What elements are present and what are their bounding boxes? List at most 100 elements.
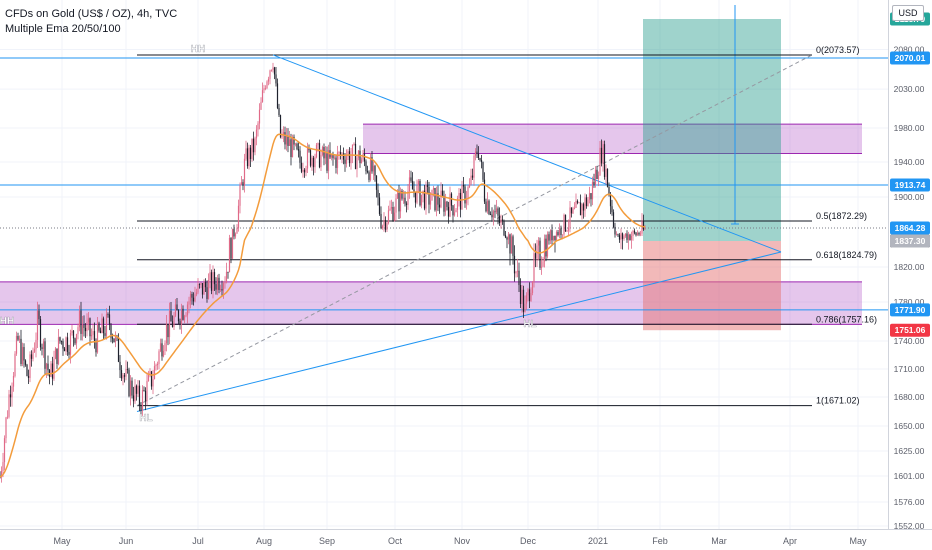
candle-body: [192, 297, 195, 302]
candle-body: [399, 190, 402, 212]
candle-body: [558, 228, 561, 236]
candle-body: [0, 470, 3, 478]
candle-body: [300, 162, 303, 172]
candle-body: [509, 234, 511, 254]
candle-body: [216, 277, 219, 290]
candle-body: [549, 230, 552, 241]
candle-body: [353, 143, 355, 145]
candle-body: [141, 389, 144, 411]
candle-body: [327, 150, 330, 171]
candle-body: [80, 310, 82, 334]
candle-body: [491, 214, 493, 218]
candle-body: [15, 335, 18, 354]
candle-body: [602, 144, 604, 164]
candle-body: [401, 190, 403, 199]
fib-level-label: 0(2073.57): [816, 45, 860, 55]
candle-body: [165, 324, 168, 344]
candle-body: [339, 152, 342, 156]
long-position-tool[interactable]: [643, 5, 781, 331]
y-tick-label: 1576.00: [894, 497, 925, 507]
candle-body: [621, 233, 624, 239]
candle-body: [140, 405, 142, 411]
candle-body: [587, 199, 589, 207]
price-badge: [890, 178, 930, 192]
candle-body: [414, 191, 417, 203]
candle-body: [375, 175, 378, 190]
price-badge-label: 1837.30: [895, 236, 926, 246]
indicator-label[interactable]: Multiple Ema 20/50/100: [5, 23, 121, 35]
candle-body: [242, 182, 244, 186]
candle-body: [552, 235, 555, 241]
candle-body: [510, 236, 513, 254]
candle-body: [212, 272, 214, 291]
candle-body: [210, 272, 213, 291]
price-axis[interactable]: 2080.00 2030.00 1980.00 1940.00 1900.00 1820.…: [888, 0, 932, 550]
candle-body: [498, 215, 501, 223]
candle-body: [237, 205, 240, 229]
candle-body: [260, 101, 262, 110]
candle-body: [35, 339, 37, 350]
candle-body: [362, 154, 364, 160]
candle-body: [17, 335, 19, 340]
candle-body: [264, 88, 267, 89]
y-tick-label: 2030.00: [894, 84, 925, 94]
candle-body: [575, 200, 577, 208]
candle-body: [261, 90, 264, 102]
candle-body: [155, 365, 157, 367]
candle-body: [356, 157, 358, 170]
currency-label[interactable]: USD: [892, 5, 924, 21]
fib-level-label: 1(1671.02): [816, 396, 860, 406]
candle-body: [158, 351, 160, 364]
candle-body: [398, 192, 400, 212]
stop-zone: [643, 241, 781, 331]
candle-body: [611, 206, 613, 213]
candle-body: [480, 160, 483, 163]
candle-body: [326, 152, 328, 171]
candle-body: [63, 348, 66, 352]
trend-lines: [136, 54, 813, 412]
candle-body: [387, 210, 390, 223]
candle-body: [638, 233, 640, 235]
candle-body: [309, 150, 312, 166]
candle-body: [486, 200, 489, 212]
candle-body: [588, 193, 591, 200]
y-tick-label: 1780.00: [894, 297, 925, 307]
time-axis[interactable]: May Jun Jul Aug Sep Oct Nov Dec 2021 Feb Mar Apr May: [0, 529, 932, 547]
candle-body: [249, 147, 252, 160]
x-tick-label: Nov: [454, 536, 471, 546]
candle-body: [533, 253, 535, 283]
candle-body: [438, 204, 441, 208]
candle-body: [606, 168, 609, 187]
candle-body: [495, 208, 498, 213]
candle-body: [350, 155, 352, 164]
candle-body: [255, 129, 258, 139]
candle-body: [408, 177, 411, 192]
y-tick-label: 1900.00: [894, 192, 925, 202]
candle-body: [287, 135, 289, 146]
candle-body: [573, 207, 576, 209]
candle-body: [188, 301, 190, 305]
candle-body: [71, 330, 73, 334]
candle-body: [609, 194, 612, 207]
candle-body: [276, 83, 279, 108]
candle-body: [195, 292, 198, 295]
candle-body: [393, 212, 396, 221]
price-badge-label: 1913.74: [895, 180, 926, 190]
candle-body: [485, 201, 487, 212]
candle-body: [584, 197, 586, 211]
candle-body: [570, 207, 573, 214]
candle-body: [578, 202, 580, 204]
candle-body: [579, 202, 582, 216]
candle-body: [527, 289, 529, 296]
candle-body: [338, 152, 340, 153]
candle-body: [644, 228, 646, 230]
candle-body: [198, 284, 201, 285]
candle-body: [200, 283, 202, 285]
candle-body: [641, 221, 643, 234]
candle-body: [455, 209, 457, 213]
fib-diagonal: [136, 54, 813, 407]
candle-body: [132, 395, 135, 402]
candle-body: [272, 67, 274, 70]
y-tick-label: 1601.00: [894, 471, 925, 481]
